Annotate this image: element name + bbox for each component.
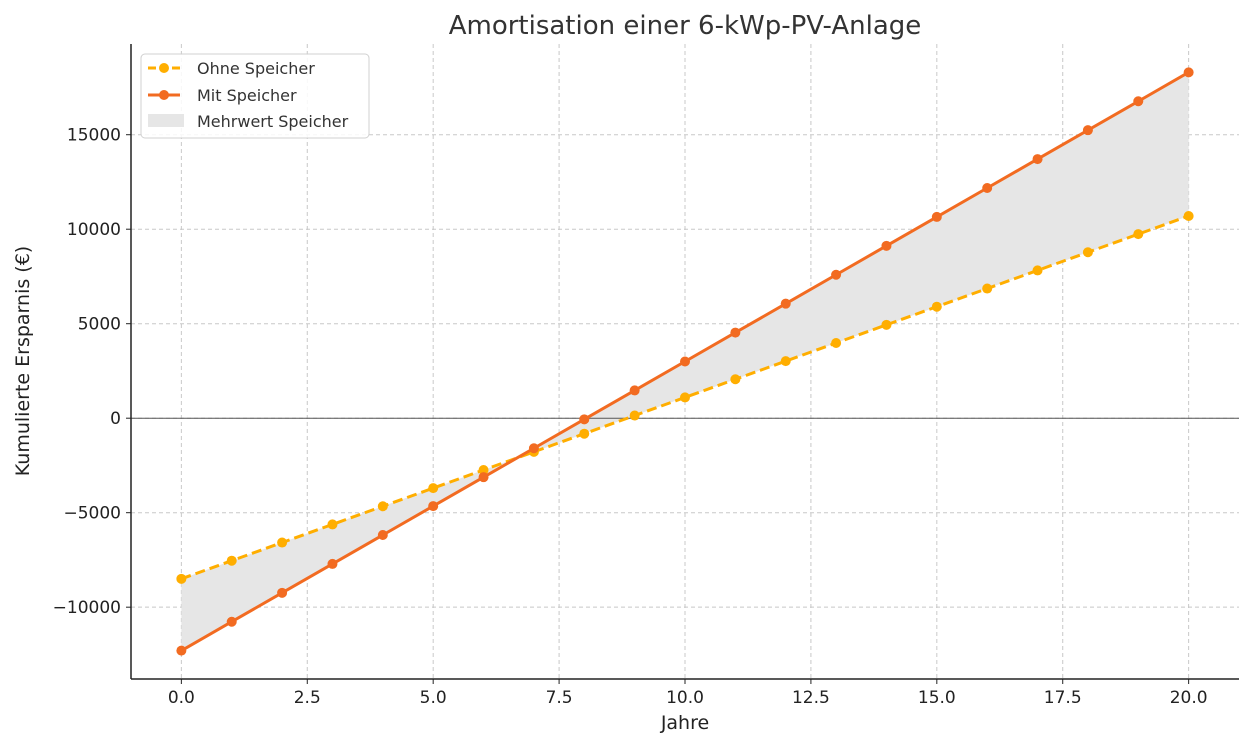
ohne-speicher-point <box>428 483 439 494</box>
legend-ohne-marker <box>159 63 169 73</box>
ohne-speicher-point <box>277 537 288 548</box>
mit-speicher-point <box>226 616 237 627</box>
mit-speicher-point <box>1032 154 1043 165</box>
mit-speicher-point <box>831 269 842 280</box>
ohne-speicher-point <box>982 283 993 294</box>
ohne-speicher-point <box>176 573 187 584</box>
chart-title: Amortisation einer 6-kWp-PV-Anlage <box>449 11 922 41</box>
x-tick-label: 17.5 <box>1044 688 1082 708</box>
ohne-speicher-point <box>226 555 237 566</box>
mit-speicher-point <box>428 501 439 512</box>
legend-mehrwert-label: Mehrwert Speicher <box>197 112 349 131</box>
x-tick-label: 5.0 <box>420 688 447 708</box>
ohne-speicher-point <box>327 519 338 530</box>
y-tick-label: −10000 <box>53 598 121 618</box>
legend: Ohne Speicher Mit Speicher Mehrwert Spei… <box>140 53 370 139</box>
x-axis-label: Jahre <box>660 712 709 734</box>
ohne-speicher-line <box>180 214 1190 581</box>
mit-speicher-point <box>931 211 942 222</box>
ohne-speicher-point <box>881 319 892 330</box>
ohne-speicher-point <box>1133 229 1144 240</box>
y-tick-label: 15000 <box>67 126 121 146</box>
x-tick-label: 7.5 <box>546 688 573 708</box>
ohne-speicher-point <box>629 410 640 421</box>
ohne-speicher-point <box>680 392 690 403</box>
mit-speicher-point <box>1082 125 1093 136</box>
mit-speicher-point <box>176 645 187 656</box>
mit-speicher-point <box>730 327 741 338</box>
x-tick-label: 12.5 <box>792 688 830 708</box>
mit-speicher-point <box>1133 96 1144 107</box>
mit-speicher-point <box>528 443 539 454</box>
y-axis-label: Kumulierte Ersparnis (€) <box>12 246 34 476</box>
ohne-speicher-point <box>377 501 388 512</box>
ohne-speicher-point <box>831 337 842 348</box>
ohne-speicher-point <box>1183 210 1194 221</box>
mit-speicher-point <box>629 385 640 396</box>
mit-speicher-point <box>277 587 288 598</box>
mit-speicher-point <box>982 183 993 194</box>
y-tick-label: 0 <box>110 409 121 429</box>
mit-speicher-point <box>780 298 791 309</box>
mit-speicher-point <box>327 558 338 569</box>
legend-mit-marker <box>159 90 169 100</box>
legend-mit-label: Mit Speicher <box>197 86 297 105</box>
mit-speicher-point <box>478 472 489 483</box>
ohne-speicher-point <box>730 374 741 385</box>
ohne-speicher-point <box>1082 247 1093 258</box>
ohne-speicher-point <box>478 464 489 475</box>
legend-ohne-label: Ohne Speicher <box>197 59 315 78</box>
ohne-speicher-point <box>579 428 590 439</box>
x-tick-label: 2.5 <box>294 688 321 708</box>
x-tick-label: 15.0 <box>918 688 956 708</box>
x-tick-label: 0.0 <box>168 688 195 708</box>
x-tick-label: 20.0 <box>1170 688 1208 708</box>
y-tick-label: 5000 <box>78 315 121 335</box>
y-tick-label: −5000 <box>63 504 121 524</box>
mit-speicher-point <box>377 529 388 540</box>
mit-speicher-point <box>680 356 690 367</box>
ohne-speicher-point <box>780 356 791 367</box>
mit-speicher-point <box>1183 67 1194 78</box>
ohne-speicher-point <box>931 301 942 312</box>
y-tick-label: 10000 <box>67 220 121 240</box>
legend-mehrwert-swatch <box>148 114 184 127</box>
mit-speicher-point <box>881 240 892 251</box>
x-tick-label: 10.0 <box>666 688 704 708</box>
ohne-speicher-point <box>1032 265 1043 276</box>
mit-speicher-point <box>579 414 590 425</box>
